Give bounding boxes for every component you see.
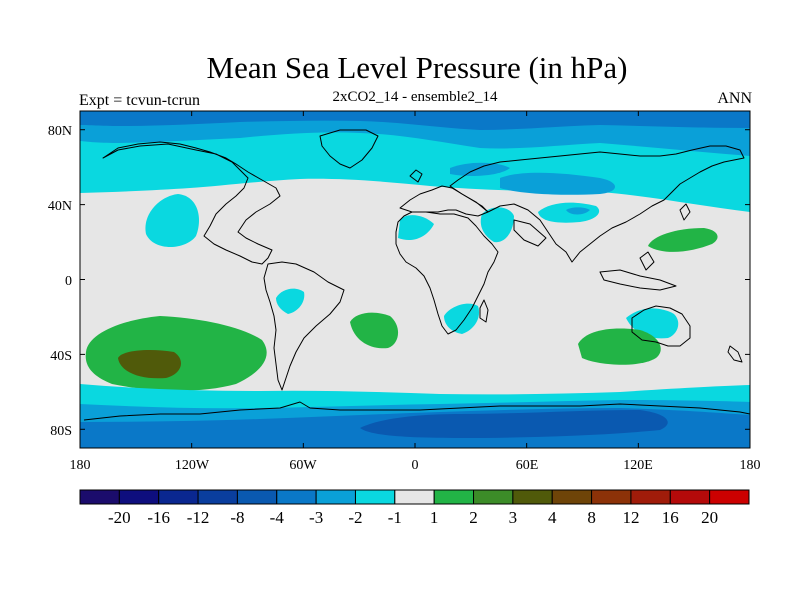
colorbar-swatch (473, 489, 514, 505)
coastlines (83, 129, 750, 421)
coast-new-zealand (727, 345, 743, 363)
region-south-america-cyan (276, 288, 305, 314)
colorbar-swatch (433, 489, 475, 505)
axis-ticks (79, 111, 751, 448)
colorbar-swatch (591, 489, 632, 505)
run-label: 2xCO2_14 - ensemble2_14 (332, 89, 498, 105)
y-tick-label: 80N (48, 124, 72, 139)
region-pacific-cyan (145, 194, 199, 247)
map-plot-area (80, 111, 750, 448)
colorbar-swatch (630, 489, 671, 505)
region-siberia-lightblue (500, 172, 615, 195)
region-north-pacific-green (648, 228, 718, 252)
y-tick-label: 40N (48, 199, 72, 214)
colorbar-label: 8 (587, 508, 596, 527)
colorbar-swatch (394, 489, 435, 505)
region-tibet-cyan (538, 202, 600, 223)
coast-north-america (102, 141, 281, 265)
colorbar-swatch (669, 489, 711, 505)
x-tick-label: 180 (740, 458, 761, 473)
colorbar-swatch (709, 489, 750, 505)
colorbar-label: -12 (187, 508, 210, 527)
colorbar-label: 20 (701, 508, 718, 527)
region-africa-north-cyan (398, 215, 434, 241)
region-central-asia-lightblue (450, 162, 510, 176)
colorbar-label: 12 (622, 508, 639, 527)
region-south-atlantic-green (350, 312, 399, 349)
x-tick-label: 60E (516, 458, 539, 473)
x-tick-label: 60W (289, 458, 317, 473)
colorbar-swatch (315, 489, 356, 505)
colorbar-label: -4 (270, 508, 285, 527)
colorbar: -20 -16 -12 -8 -4 -3 -2 -1 1 2 3 4 8 12 16 20 (79, 489, 750, 527)
coast-greenland (319, 129, 379, 169)
colorbar-swatch (197, 489, 238, 505)
region-north-midblue (80, 111, 750, 130)
colorbar-label: 4 (548, 508, 557, 527)
map-title: Mean Sea Level Pressure (in hPa) (206, 50, 628, 85)
region-antarctica-darkblue (360, 410, 668, 438)
coast-arabia (513, 219, 547, 247)
coast-philippines (639, 251, 655, 271)
coast-japan (679, 203, 691, 221)
colorbar-label: -1 (388, 508, 402, 527)
coast-madagascar (479, 299, 489, 323)
colorbar-label: -3 (309, 508, 323, 527)
colorbar-label: -2 (348, 508, 362, 527)
colorbar-swatch (79, 489, 120, 505)
coast-indonesia (599, 269, 677, 291)
colorbar-label: 1 (430, 508, 439, 527)
region-south-pacific-olive (118, 350, 181, 379)
region-arabia-cyan (480, 207, 514, 243)
x-tick-label: 120E (623, 458, 653, 473)
colorbar-swatch (236, 489, 278, 505)
region-indian-ocean-green (578, 328, 661, 365)
region-tibet-lightblue (566, 207, 590, 215)
colorbar-label: 16 (662, 508, 679, 527)
colorbar-label: 2 (469, 508, 478, 527)
colorbar-swatch (276, 489, 317, 505)
coast-south-america (263, 261, 345, 391)
x-tick-label: 180 (70, 458, 91, 473)
coast-australia (631, 305, 691, 347)
colorbar-swatch (158, 489, 199, 505)
x-tick-label: 120W (175, 458, 210, 473)
y-tick-label: 0 (65, 274, 72, 289)
coast-africa (395, 211, 499, 335)
y-tick-label: 80S (50, 424, 72, 439)
coast-antarctica (83, 401, 750, 421)
coast-uk (409, 169, 423, 183)
colorbar-swatch (118, 489, 160, 505)
season-label: ANN (717, 90, 752, 107)
experiment-label: Expt = tcvun-tcrun (79, 92, 200, 109)
colorbar-label: -16 (147, 508, 170, 527)
x-tick-label: 0 (412, 458, 419, 473)
colorbar-swatch (512, 489, 553, 505)
y-tick-label: 40S (50, 349, 72, 364)
colorbar-label: 3 (509, 508, 518, 527)
colorbar-label: -20 (108, 508, 131, 527)
colorbar-label: -8 (230, 508, 244, 527)
colorbar-swatch (354, 489, 396, 505)
colorbar-swatch (551, 489, 593, 505)
coast-asia (449, 145, 745, 263)
